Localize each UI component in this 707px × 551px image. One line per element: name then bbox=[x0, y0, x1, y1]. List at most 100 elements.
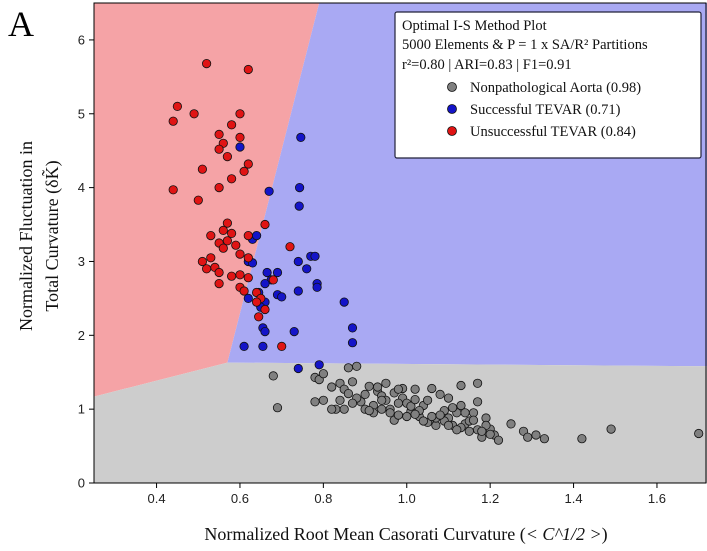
data-point-s2-46 bbox=[277, 341, 287, 351]
y-tick-label: 5 bbox=[78, 106, 85, 121]
data-point-s0-98 bbox=[335, 395, 345, 405]
data-point-s0-35 bbox=[435, 389, 445, 399]
data-point-s1-7 bbox=[262, 267, 272, 278]
data-point-s0-42 bbox=[464, 426, 474, 436]
data-point-s1-21 bbox=[289, 326, 299, 337]
data-point-s2-48 bbox=[214, 278, 224, 289]
x-axis-label-math: < C^1/2 > bbox=[526, 524, 602, 544]
data-point-s0-78 bbox=[485, 429, 495, 439]
data-point-s2-21 bbox=[218, 225, 228, 235]
data-point-s2-10 bbox=[214, 144, 224, 154]
data-point-s0-72 bbox=[435, 410, 445, 420]
data-point-s0-89 bbox=[456, 380, 466, 391]
data-point-s2-22 bbox=[206, 231, 216, 241]
legend-marker-1 bbox=[447, 104, 457, 114]
data-point-s2-0 bbox=[202, 58, 212, 69]
data-point-s0-82 bbox=[523, 432, 533, 442]
data-point-s1-28 bbox=[312, 282, 322, 292]
data-point-s2-29 bbox=[235, 249, 245, 259]
data-point-s0-7 bbox=[327, 382, 337, 392]
data-point-s0-67 bbox=[393, 398, 403, 408]
data-point-s1-20 bbox=[239, 341, 249, 351]
data-point-s0-76 bbox=[468, 415, 479, 425]
data-point-s0-94 bbox=[377, 395, 387, 405]
data-point-s0-29 bbox=[410, 384, 420, 394]
data-point-s0-87 bbox=[694, 428, 704, 439]
data-point-s0-70 bbox=[418, 416, 428, 426]
data-point-s0-74 bbox=[452, 425, 462, 435]
data-point-s0-18 bbox=[364, 381, 374, 391]
data-point-s0-68 bbox=[402, 411, 412, 422]
data-point-s2-49 bbox=[254, 312, 264, 322]
data-point-s0-92 bbox=[410, 394, 420, 405]
data-point-s0-61 bbox=[472, 397, 483, 407]
data-point-s0-75 bbox=[460, 408, 470, 418]
data-point-s2-18 bbox=[193, 195, 203, 205]
y-tick-label: 3 bbox=[78, 254, 85, 269]
data-point-s2-45 bbox=[285, 242, 295, 252]
data-point-s1-31 bbox=[347, 338, 358, 348]
data-point-s2-47 bbox=[268, 275, 278, 285]
data-point-s2-38 bbox=[243, 273, 253, 283]
data-point-s0-53 bbox=[406, 401, 416, 411]
panel-label: A bbox=[8, 4, 34, 44]
data-point-s2-2 bbox=[172, 101, 182, 112]
legend-title-line1: Optimal I-S Method Plot bbox=[402, 18, 547, 34]
data-point-s1-19 bbox=[258, 341, 268, 351]
data-point-s0-58 bbox=[447, 403, 458, 413]
data-point-s2-19 bbox=[260, 219, 270, 230]
data-point-s1-26 bbox=[310, 251, 320, 261]
y-tick-label: 2 bbox=[78, 328, 85, 343]
plot-frame bbox=[93, 2, 707, 484]
legend-entries: Nonpathological Aorta (0.98) Successful T… bbox=[447, 80, 641, 140]
legend: Optimal I-S Method Plot 5000 Elements & … bbox=[394, 11, 702, 159]
data-point-s0-6 bbox=[318, 395, 328, 405]
data-point-s0-5 bbox=[310, 397, 320, 407]
data-point-s2-13 bbox=[197, 164, 207, 174]
data-point-s2-3 bbox=[189, 109, 199, 119]
y-axis-label-line1: Normalized Fluctuation in bbox=[16, 141, 36, 331]
y-tick-label: 6 bbox=[78, 32, 85, 47]
data-point-s0-88 bbox=[472, 378, 483, 388]
data-point-s2-27 bbox=[218, 243, 228, 253]
data-point-s1-0 bbox=[296, 132, 306, 142]
data-point-s2-32 bbox=[197, 256, 207, 267]
x-axis-ticks: 0.4 0.6 0.8 1.0 1.2 1.4 1.6 bbox=[148, 483, 666, 506]
legend-box bbox=[394, 11, 702, 159]
data-point-s1-2 bbox=[294, 201, 304, 211]
data-point-s2-40 bbox=[239, 286, 249, 296]
data-point-s0-40 bbox=[456, 400, 466, 411]
x-tick-label: 0.4 bbox=[148, 491, 166, 506]
data-point-s1-12 bbox=[277, 292, 287, 302]
data-point-s1-10 bbox=[260, 278, 270, 289]
data-point-s2-17 bbox=[168, 185, 178, 195]
data-point-s0-63 bbox=[360, 389, 370, 399]
data-point-s2-7 bbox=[214, 129, 224, 139]
x-tick-label: 1.0 bbox=[398, 491, 416, 506]
legend-entry-label-2: Unsuccessful TEVAR (0.84) bbox=[470, 124, 636, 140]
data-point-s1-32 bbox=[314, 360, 324, 370]
data-point-s1-6 bbox=[252, 231, 262, 241]
data-point-s0-84 bbox=[539, 434, 550, 444]
data-point-s2-12 bbox=[243, 159, 253, 169]
data-point-s2-37 bbox=[235, 270, 245, 280]
legend-title-line2: 5000 Elements & P = 1 x SA/R² Partitions bbox=[402, 37, 648, 53]
data-point-s0-25 bbox=[393, 410, 403, 420]
legend-entry-label-1: Successful TEVAR (0.71) bbox=[470, 102, 621, 118]
data-point-s0-11 bbox=[343, 388, 353, 399]
legend-entry-label-0: Nonpathological Aorta (0.98) bbox=[470, 80, 641, 96]
data-point-s2-5 bbox=[168, 116, 178, 126]
data-point-s2-43 bbox=[252, 297, 262, 307]
data-point-s0-65 bbox=[377, 404, 387, 414]
y-tick-label: 4 bbox=[78, 180, 85, 195]
data-point-s2-31 bbox=[206, 253, 216, 263]
data-point-s1-22 bbox=[293, 286, 303, 296]
data-point-s0-91 bbox=[427, 383, 437, 394]
x-tick-label: 1.2 bbox=[481, 491, 499, 506]
data-point-s1-1 bbox=[294, 183, 305, 193]
data-point-s1-18 bbox=[260, 326, 270, 337]
data-point-s1-9 bbox=[272, 267, 283, 278]
data-point-s0-4 bbox=[318, 369, 328, 379]
x-axis-label-prefix: Normalized Root Mean Casorati Curvature … bbox=[204, 524, 525, 545]
